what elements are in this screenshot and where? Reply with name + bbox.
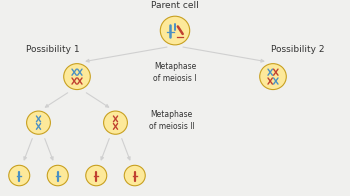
Circle shape (64, 64, 90, 90)
Circle shape (86, 165, 107, 186)
Text: Parent cell: Parent cell (151, 1, 199, 10)
Circle shape (27, 111, 50, 134)
Circle shape (124, 165, 145, 186)
Circle shape (260, 64, 286, 90)
Text: Metaphase
of meiosis I: Metaphase of meiosis I (153, 62, 197, 83)
Text: Possibility 1: Possibility 1 (26, 45, 79, 54)
Circle shape (9, 165, 30, 186)
Circle shape (104, 111, 127, 134)
Circle shape (47, 165, 68, 186)
Text: Metaphase
of meiosis II: Metaphase of meiosis II (149, 110, 194, 131)
Text: Possibility 2: Possibility 2 (271, 45, 324, 54)
Circle shape (160, 16, 190, 45)
